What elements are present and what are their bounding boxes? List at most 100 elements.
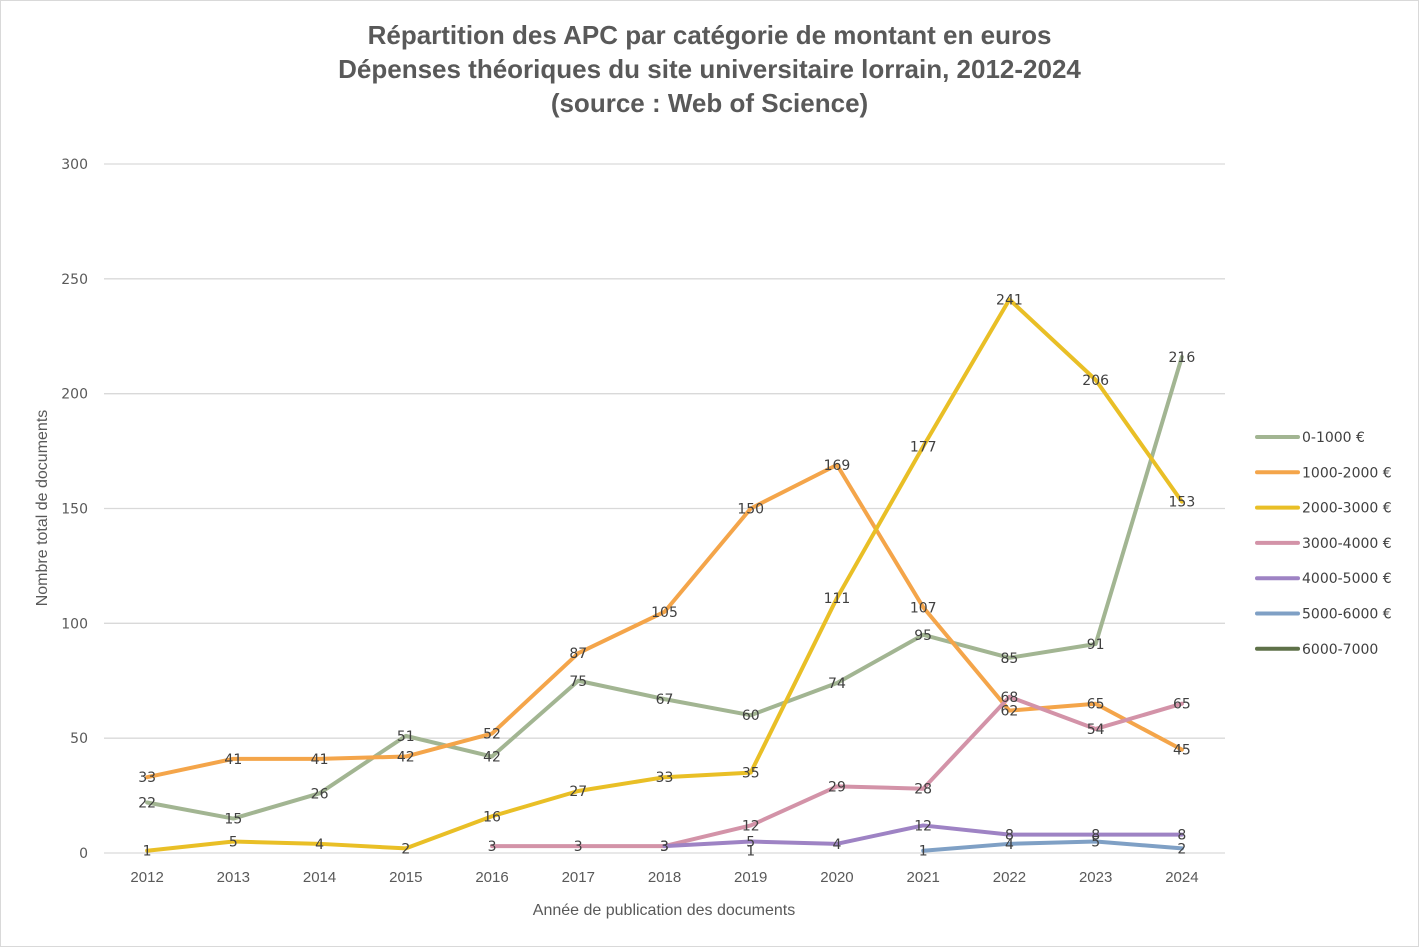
data-label: 111 (824, 591, 851, 607)
x-tick-label: 2016 (475, 869, 508, 886)
x-tick-label: 2022 (993, 869, 1026, 886)
series-line-2 (145, 297, 1184, 853)
x-tick-label: 2015 (389, 869, 422, 886)
chart-title: Répartition des APC par catégorie de mon… (0, 18, 1419, 120)
data-label: 29 (828, 779, 846, 795)
data-label: 5 (1091, 835, 1100, 851)
data-label: 62 (1001, 704, 1019, 720)
series-line-1 (145, 462, 1184, 780)
x-tick-label: 2013 (217, 869, 250, 886)
data-label: 68 (1001, 690, 1019, 706)
legend-item: 1000-2000 € (1255, 465, 1392, 481)
data-label: 35 (742, 766, 760, 782)
data-label: 169 (824, 458, 851, 474)
data-label: 177 (910, 439, 937, 455)
chart-title-line-2: Dépenses théoriques du site universitair… (338, 54, 1081, 84)
data-label: 91 (1087, 637, 1105, 653)
legend-item: 6000-7000 (1255, 642, 1378, 658)
y-tick-label: 250 (61, 272, 88, 288)
data-label: 41 (224, 752, 242, 768)
series-lines (145, 297, 1184, 853)
y-tick-label: 200 (61, 387, 88, 403)
series-line-0 (145, 354, 1184, 821)
data-label: 41 (311, 752, 329, 768)
data-label: 85 (1001, 651, 1019, 667)
data-label: 107 (910, 600, 937, 616)
x-tick-label: 2012 (130, 869, 163, 886)
y-axis-ticks: 0 50 100 150 200 250 300 (61, 157, 88, 862)
x-tick-label: 2021 (907, 869, 940, 886)
data-label: 241 (996, 293, 1023, 309)
data-label: 27 (569, 784, 587, 800)
data-label: 28 (914, 782, 932, 798)
data-label: 42 (397, 750, 415, 766)
data-label: 5 (746, 835, 755, 851)
data-label: 153 (1169, 495, 1196, 511)
y-tick-label: 300 (61, 157, 88, 173)
data-label: 67 (656, 692, 674, 708)
data-label: 2 (1177, 841, 1186, 857)
data-label: 75 (569, 674, 587, 690)
data-label: 16 (483, 809, 501, 825)
y-tick-label: 100 (61, 616, 88, 632)
data-label: 15 (224, 812, 242, 828)
data-label: 95 (914, 628, 932, 644)
x-axis-label: Année de publication des documents (533, 902, 795, 919)
y-tick-label: 50 (70, 731, 88, 747)
data-label: 206 (1082, 373, 1109, 389)
legend-item: 3000-4000 € (1255, 536, 1392, 552)
y-tick-label: 150 (61, 502, 88, 518)
legend-label: 5000-6000 € (1302, 607, 1392, 623)
legend-label: 1000-2000 € (1302, 465, 1392, 481)
data-label: 3 (574, 839, 583, 855)
data-label: 1 (919, 844, 928, 860)
data-label: 4 (833, 837, 842, 853)
series-line-3 (490, 694, 1184, 849)
data-label: 65 (1173, 697, 1191, 713)
data-label: 1 (143, 844, 152, 860)
x-axis-ticks: 2012 2013 2014 2015 2016 2017 2018 2019 2020 2021… (130, 869, 1198, 886)
legend-item: 4000-5000 € (1255, 571, 1392, 587)
data-label: 54 (1087, 722, 1105, 738)
data-label: 3 (660, 839, 669, 855)
data-label: 60 (742, 708, 760, 724)
data-label: 3 (660, 839, 669, 855)
data-label: 4 (1005, 837, 1014, 853)
data-label: 33 (138, 770, 156, 786)
legend-label: 0-1000 € (1302, 430, 1365, 446)
chart-title-line-1: Répartition des APC par catégorie de mon… (367, 20, 1052, 50)
data-label: 8 (1005, 828, 1014, 844)
data-label: 45 (1173, 743, 1191, 759)
legend-item: 0-1000 € (1255, 430, 1365, 446)
legend: 0-1000 € 1000-2000 € 2000-3000 € 3000-4000 … (1255, 430, 1392, 658)
data-label: 4 (315, 837, 324, 853)
series-line-5 (921, 839, 1184, 853)
x-tick-label: 2020 (820, 869, 853, 886)
y-tick-label: 0 (79, 846, 88, 862)
legend-item: 5000-6000 € (1255, 607, 1392, 623)
legend-label: 3000-4000 € (1302, 536, 1392, 552)
data-label: 26 (311, 786, 329, 802)
x-tick-label: 2024 (1165, 869, 1198, 886)
data-label: 216 (1169, 350, 1196, 366)
data-label: 2 (401, 841, 410, 857)
data-label: 65 (1087, 697, 1105, 713)
data-label: 33 (656, 770, 674, 786)
series-line-4 (662, 823, 1184, 849)
legend-label: 6000-7000 (1302, 642, 1378, 658)
x-tick-label: 2017 (562, 869, 595, 886)
y-axis-label: Nombre total de documents (34, 410, 51, 607)
x-tick-label: 2018 (648, 869, 681, 886)
x-tick-label: 2023 (1079, 869, 1112, 886)
x-tick-label: 2014 (303, 869, 336, 886)
data-label: 12 (914, 818, 932, 834)
data-label: 5 (229, 835, 238, 851)
chart-title-line-3: (source : Web of Science) (550, 88, 869, 118)
legend-item: 2000-3000 € (1255, 501, 1392, 517)
data-label: 3 (488, 839, 497, 855)
data-label: 52 (483, 727, 501, 743)
data-label: 8 (1177, 828, 1186, 844)
data-label: 105 (651, 605, 678, 621)
